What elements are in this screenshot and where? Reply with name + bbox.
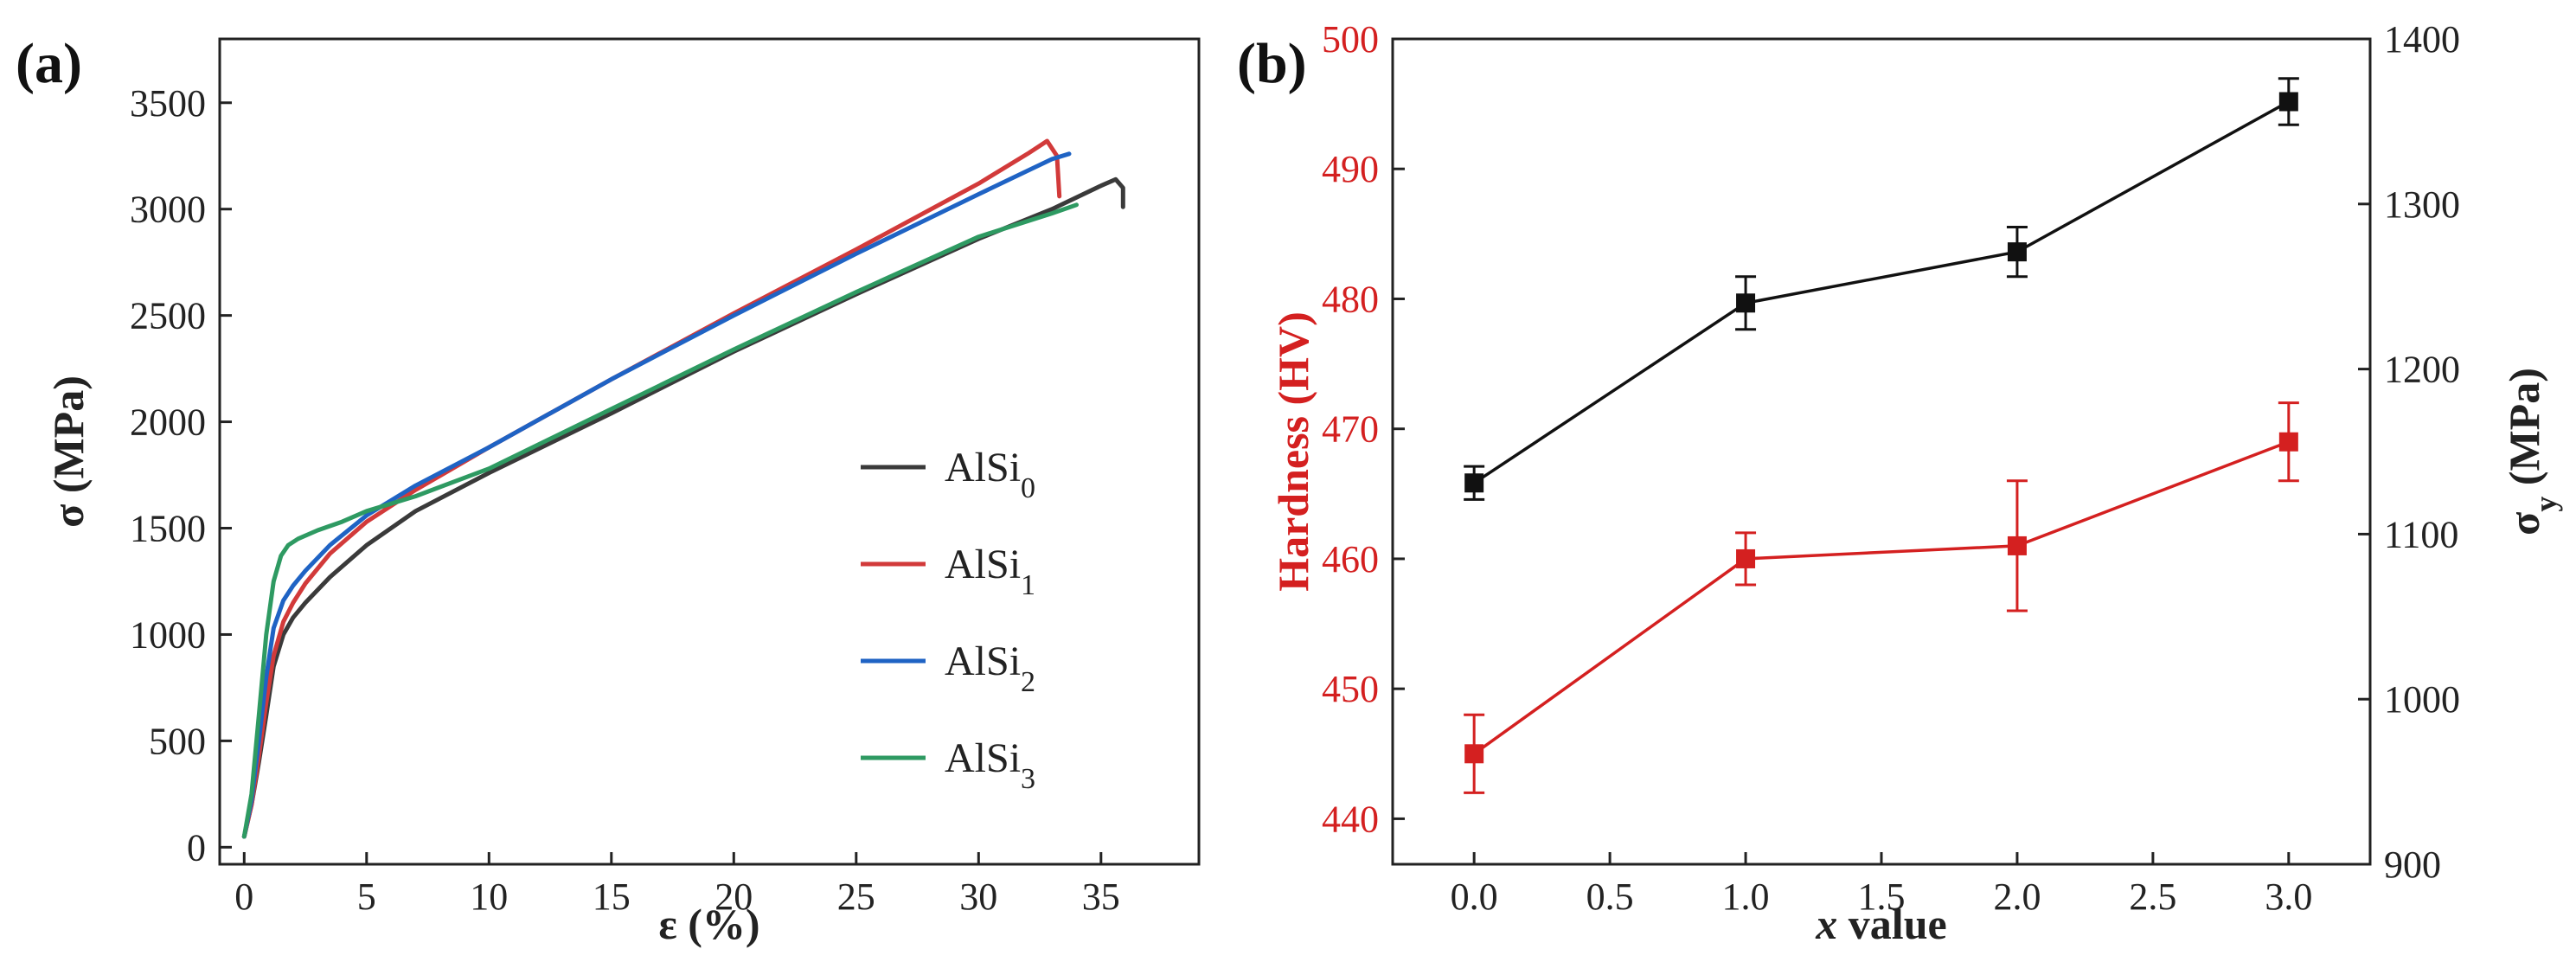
- panel-b-x-tick-label: 0.5: [1586, 875, 1634, 918]
- legend-label-subscript: 0: [1021, 472, 1035, 504]
- panel-b-left-tick-label: 490: [1322, 148, 1379, 190]
- hardness-series-line: [1473, 440, 2290, 755]
- panel-a-y-tick-label: 500: [149, 720, 206, 762]
- panel-a-x-tick-label: 20: [714, 875, 753, 918]
- panel-a-label: (a): [16, 32, 82, 95]
- panel-b-plot-frame: [1391, 37, 2372, 866]
- panel-b-x-axis-title: x value: [1815, 900, 1946, 948]
- legend-label-base: AlSi: [945, 542, 1021, 587]
- panel-b-right-tick-label: 1300: [2384, 183, 2460, 226]
- hardness-data-point: [1464, 744, 1484, 764]
- series-line-alsi2: [241, 151, 1072, 839]
- panel-a-y-tick-label: 3500: [130, 82, 206, 125]
- panel-a-y-tick-label: 2500: [130, 295, 206, 337]
- panel-a-x-axis-title: ε (%): [658, 900, 759, 948]
- yield-strength-data-point: [1736, 293, 1756, 313]
- legend-label-base: AlSi: [945, 638, 1021, 684]
- series-line-alsi3: [241, 202, 1079, 839]
- panel-a-y-tick-label: 2000: [130, 401, 206, 444]
- legend-label-base: AlSi: [945, 445, 1021, 491]
- hardness-data-point: [1736, 548, 1756, 568]
- panel-a-x-tick-label: 35: [1082, 875, 1120, 918]
- panel-b-x-tick-label: 2.5: [2129, 875, 2176, 918]
- panel-a-x-tick-label: 15: [593, 875, 631, 918]
- panel-b-left-tick-label: 460: [1322, 538, 1379, 580]
- legend-label-alsi0: AlSi0: [945, 445, 1035, 504]
- panel-b-right-axis-title-rest: (MPa): [2500, 368, 2548, 497]
- panel-a-x-tick-label: 0: [234, 875, 253, 918]
- panel-a-tensile-chart: (a) 0 5 10 15 20 25 30 35 050010001500200025003…: [16, 32, 1201, 948]
- panel-a-series-lines: [241, 138, 1125, 839]
- series-line-alsi1: [241, 138, 1062, 839]
- panel-a-x-tick-label: 10: [470, 875, 508, 918]
- panel-b-right-tick-label: 1100: [2384, 513, 2458, 555]
- panel-b-x-axis-title-var: x: [1815, 900, 1837, 948]
- panel-b-left-y-ticks: 440 450 460 470 480 490 500: [1322, 18, 1405, 840]
- panel-b-right-tick-label: 1400: [2384, 18, 2460, 61]
- legend-label-subscript: 3: [1021, 763, 1035, 795]
- panel-a-x-ticks: 0 5 10 15 20 25 30 35: [234, 852, 1120, 918]
- legend-label-subscript: 1: [1021, 569, 1035, 601]
- panel-b-left-tick-label: 500: [1322, 18, 1379, 61]
- legend-label-subscript: 2: [1021, 666, 1035, 698]
- panel-a-x-tick-label: 25: [837, 875, 875, 918]
- panel-b-x-ticks: 0.0 0.5 1.0 1.5 2.0 2.5 3.0: [1451, 852, 2312, 918]
- panel-b-left-tick-label: 440: [1322, 798, 1379, 840]
- panel-b-left-tick-label: 480: [1322, 278, 1379, 320]
- yield-strength-data-point: [2007, 242, 2027, 262]
- panel-b-label: (b): [1237, 32, 1307, 95]
- panel-a-y-tick-label: 3000: [130, 189, 206, 231]
- panel-a-y-tick-label: 1500: [130, 508, 206, 550]
- legend-label-alsi3: AlSi3: [945, 735, 1035, 795]
- hardness-data-point: [2007, 536, 2027, 555]
- panel-b-right-tick-label: 1000: [2384, 678, 2460, 721]
- panel-a-y-tick-label: 0: [187, 826, 206, 869]
- legend-label-alsi1: AlSi1: [945, 542, 1035, 601]
- panel-b-right-axis-title-base: σ: [2500, 512, 2548, 536]
- legend-label-alsi2: AlSi2: [945, 638, 1035, 698]
- panel-b-x-tick-label: 1.5: [1858, 875, 1906, 918]
- panel-b-right-tick-label: 1200: [2384, 349, 2460, 391]
- legend-label-base: AlSi: [945, 735, 1021, 781]
- panel-a-y-axis-title: σ (MPa): [44, 375, 93, 528]
- panel-b-x-tick-label: 0.0: [1451, 875, 1498, 918]
- panel-b-x-axis-title-rest: value: [1837, 900, 1946, 948]
- panel-b-left-axis-title: Hardness (HV): [1269, 311, 1317, 592]
- panel-b-right-axis-title: σy (MPa): [2500, 368, 2563, 536]
- yield-strength-data-point: [2278, 92, 2298, 112]
- yield-strength-data-point: [1464, 473, 1484, 493]
- panel-a-y-tick-label: 1000: [130, 613, 206, 656]
- panel-b-x-tick-label: 3.0: [2265, 875, 2312, 918]
- hardness-data-point: [2278, 432, 2298, 452]
- panel-b-right-axis-title-sub: y: [2528, 497, 2563, 512]
- panel-a-x-tick-label: 5: [357, 875, 376, 918]
- panel-b-hardness-chart: (b) 0.0 0.5 1.0 1.5 2.0 2.5 3.0 440 450 460 470 48…: [1237, 18, 2563, 948]
- panel-b-x-tick-label: 2.0: [1993, 875, 2041, 918]
- panel-b-right-y-ticks: 900 1000 1100 1200 1300 1400: [2358, 18, 2460, 886]
- panel-b-right-tick-label: 900: [2384, 843, 2441, 886]
- panel-b-x-tick-label: 1.0: [1722, 875, 1770, 918]
- panel-b-series: [1464, 77, 2299, 794]
- yield-strength-series-line: [1473, 99, 2290, 484]
- panel-a-x-tick-label: 30: [959, 875, 997, 918]
- panel-a-y-ticks: 0 500 1000 1500 2000 2500 3000 3500: [130, 82, 232, 869]
- panel-a-plot-frame: [218, 37, 1201, 866]
- panel-b-left-tick-label: 470: [1322, 408, 1379, 451]
- panel-b-left-tick-label: 450: [1322, 668, 1379, 710]
